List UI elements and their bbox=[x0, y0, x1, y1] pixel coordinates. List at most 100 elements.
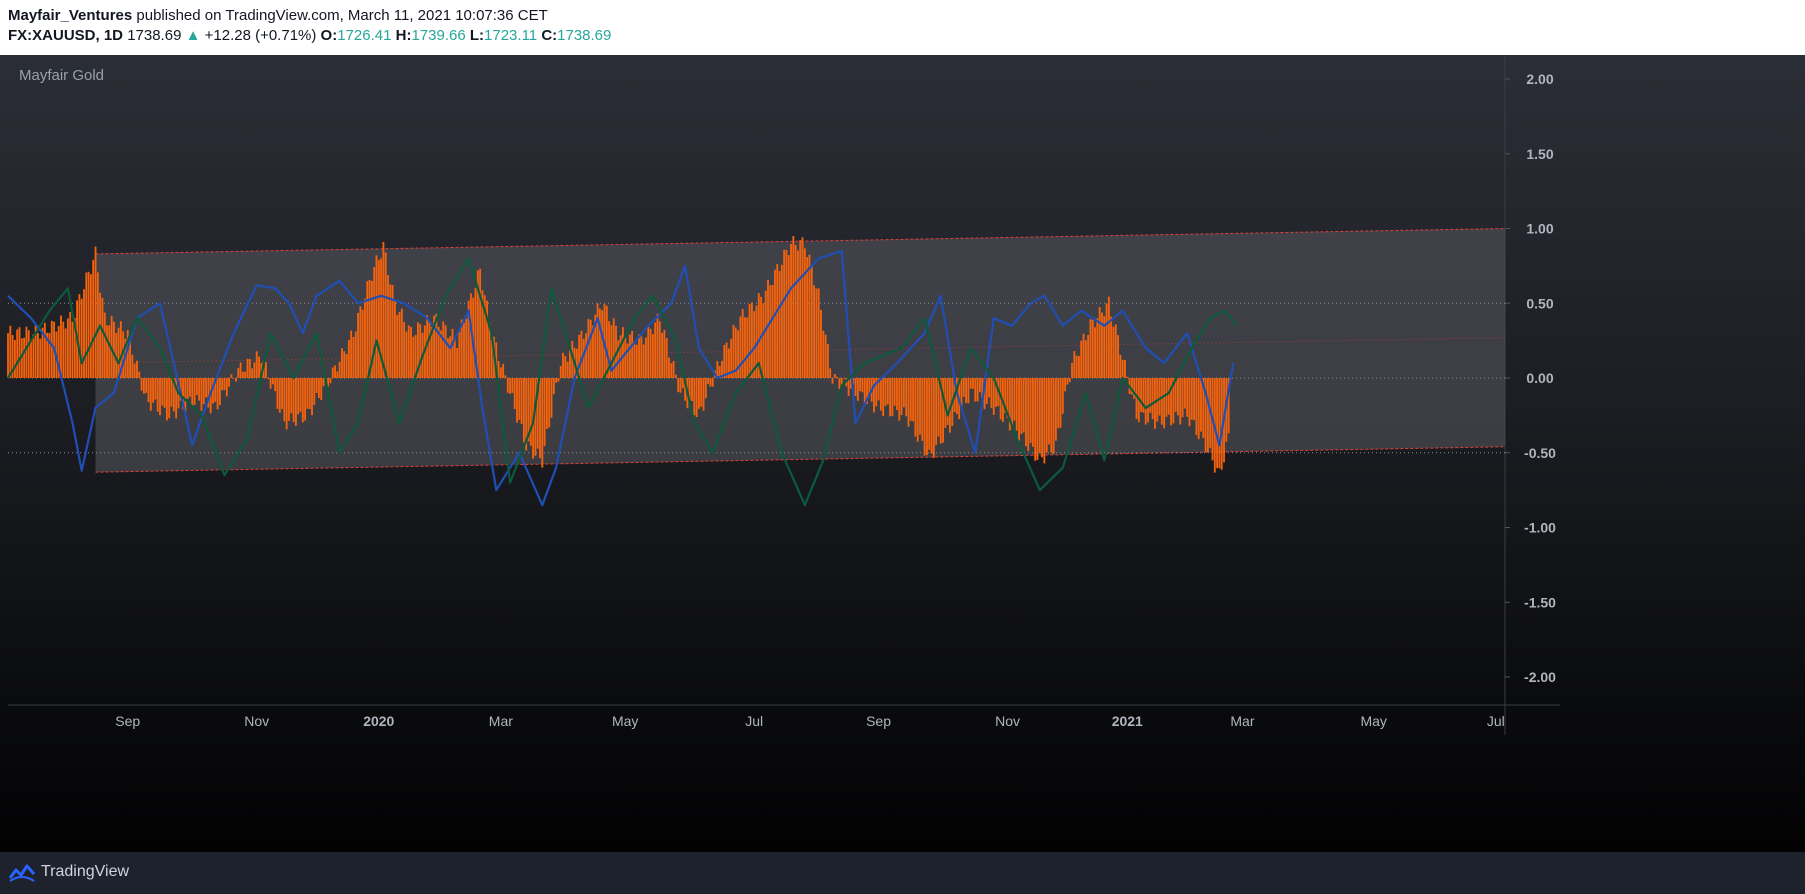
histogram-bar bbox=[868, 378, 871, 395]
histogram-bar bbox=[186, 378, 189, 399]
indicator-chart[interactable]: 2.00 1.50 1.00 0.50 0.00 -0.50 -1.00 -1.50 -2.00… bbox=[0, 55, 1805, 852]
histogram-bar bbox=[1172, 378, 1175, 424]
author-name[interactable]: Mayfair_Ventures bbox=[8, 7, 133, 24]
histogram-bar bbox=[1057, 378, 1060, 429]
x-tick-label: Jul bbox=[745, 713, 763, 729]
histogram-bar bbox=[1011, 378, 1014, 428]
histogram-bar bbox=[205, 378, 207, 398]
histogram-bar bbox=[83, 289, 85, 378]
histogram-bar bbox=[354, 331, 357, 378]
histogram-bar bbox=[642, 344, 645, 378]
histogram-bar bbox=[350, 330, 353, 378]
histogram-bar bbox=[198, 378, 201, 401]
histogram-bar bbox=[458, 332, 461, 378]
histogram-bar bbox=[126, 329, 129, 378]
histogram-bar bbox=[592, 325, 594, 378]
histogram-bar bbox=[663, 330, 666, 378]
histogram-bar bbox=[481, 290, 484, 378]
histogram-bar bbox=[269, 378, 272, 389]
histogram-bar bbox=[661, 332, 663, 378]
histogram-bar bbox=[1170, 378, 1172, 426]
histogram-bar bbox=[942, 378, 944, 443]
histogram-bar bbox=[99, 292, 102, 378]
histogram-bar bbox=[1098, 306, 1101, 378]
histogram-bar bbox=[1061, 378, 1064, 414]
histogram-bar bbox=[48, 332, 51, 378]
histogram-bar bbox=[89, 274, 92, 378]
histogram-bar bbox=[750, 302, 753, 378]
histogram-bar bbox=[486, 300, 488, 378]
histogram-bar bbox=[1004, 378, 1007, 413]
histogram-bar bbox=[225, 378, 228, 397]
histogram-bar bbox=[184, 378, 187, 412]
histogram-bar bbox=[1186, 378, 1189, 417]
histogram-bar bbox=[1015, 378, 1018, 431]
histogram-bar bbox=[437, 326, 440, 378]
x-axis-labels[interactable]: Sep Nov 2020 Mar May Jul Sep Nov 2021 Mar May Jul bbox=[115, 713, 1504, 729]
histogram-bar bbox=[195, 378, 198, 396]
histogram-bar bbox=[1124, 359, 1126, 378]
histogram-bar bbox=[456, 348, 459, 378]
histogram-bar bbox=[1105, 303, 1108, 378]
histogram-bar bbox=[474, 287, 477, 378]
histogram-bar bbox=[182, 378, 184, 410]
histogram-bar bbox=[433, 315, 435, 378]
histogram-bar bbox=[156, 378, 159, 412]
histogram-bar bbox=[578, 334, 581, 378]
histogram-bar bbox=[62, 321, 65, 378]
histogram-bar bbox=[810, 266, 813, 378]
histogram-bar bbox=[820, 309, 822, 378]
histogram-bar bbox=[152, 378, 155, 403]
histogram-bar bbox=[548, 378, 551, 428]
histogram-bar bbox=[57, 326, 60, 378]
histogram-bar bbox=[1160, 378, 1163, 425]
histogram-bar bbox=[509, 378, 511, 394]
histogram-bar bbox=[103, 312, 106, 378]
histogram-bar bbox=[539, 378, 541, 459]
histogram-bar bbox=[734, 327, 737, 378]
open-value: 1726.41 bbox=[337, 27, 392, 44]
histogram-bar bbox=[566, 361, 569, 378]
histogram-bar bbox=[969, 378, 972, 389]
histogram-bar bbox=[976, 378, 979, 402]
histogram-bar bbox=[274, 378, 277, 392]
histogram-bar bbox=[601, 310, 604, 378]
histogram-bar bbox=[200, 378, 203, 411]
ohlc-line: FX:XAUUSD, 1D 1738.69 ▲ +12.28 (+0.71%) … bbox=[8, 26, 1798, 46]
histogram-bar bbox=[331, 367, 334, 378]
histogram-bar bbox=[1202, 378, 1205, 439]
histogram-bar bbox=[1218, 378, 1221, 469]
histogram-bar bbox=[1071, 363, 1073, 378]
y-tick-label: -0.50 bbox=[1524, 445, 1556, 461]
chart-area[interactable]: 2.00 1.50 1.00 0.50 0.00 -0.50 -1.00 -1.50 -2.00… bbox=[0, 55, 1805, 852]
histogram-bar bbox=[585, 333, 587, 378]
tradingview-brand[interactable]: TradingView bbox=[41, 863, 130, 880]
histogram-bar bbox=[1027, 378, 1030, 452]
histogram-bar bbox=[172, 378, 175, 412]
histogram-bar bbox=[207, 378, 210, 408]
histogram-bar bbox=[50, 320, 53, 378]
histogram-bar bbox=[1096, 318, 1099, 378]
histogram-bar bbox=[914, 378, 917, 437]
histogram-bar bbox=[94, 246, 97, 378]
histogram-bar bbox=[797, 250, 799, 378]
histogram-bar bbox=[1050, 378, 1053, 453]
y-axis-labels[interactable]: 2.00 1.50 1.00 0.50 0.00 -0.50 -1.00 -1.50 -2.00 bbox=[1505, 71, 1556, 685]
histogram-bar bbox=[37, 333, 39, 378]
histogram-bar bbox=[787, 255, 790, 378]
histogram-bar bbox=[912, 378, 915, 422]
indicator-title[interactable]: Mayfair Gold bbox=[19, 67, 105, 84]
histogram-bar bbox=[140, 378, 143, 391]
y-tick-label: 1.50 bbox=[1526, 146, 1553, 162]
histogram-bar bbox=[932, 378, 935, 458]
histogram-bar bbox=[281, 378, 283, 410]
low-value: 1723.11 bbox=[484, 27, 538, 44]
histogram-bar bbox=[776, 264, 779, 378]
histogram-bar bbox=[384, 252, 387, 378]
histogram-bar bbox=[488, 322, 491, 378]
histogram-bar bbox=[122, 331, 125, 378]
tradingview-logo-icon[interactable] bbox=[8, 862, 36, 889]
histogram-bar bbox=[873, 378, 875, 413]
histogram-bar bbox=[891, 378, 894, 417]
histogram-bar bbox=[20, 338, 23, 378]
